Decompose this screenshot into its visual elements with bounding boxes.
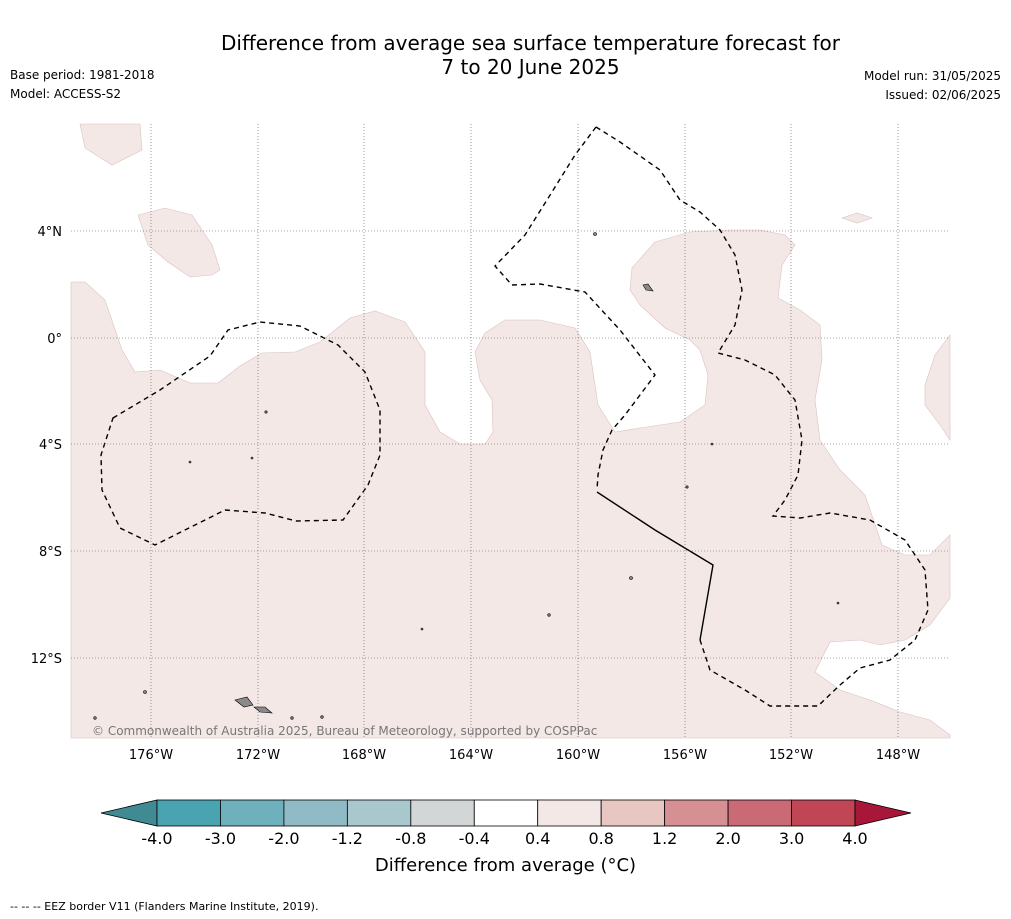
model-run: Model run: 31/05/2025 xyxy=(863,69,1001,83)
colorbar-tick-label: 2.0 xyxy=(715,829,740,848)
lat-label-4s: 4°S xyxy=(39,438,62,453)
eez-note: -- -- -- EEZ border V11 (Flanders Marine… xyxy=(10,900,319,913)
lon-label-168w: 168°W xyxy=(342,748,386,763)
lon-labels: 176°W 172°W 168°W 164°W 160°W 156°W 152°… xyxy=(129,748,920,763)
anomaly-fill xyxy=(70,123,951,739)
colorbar-tick-label: -0.8 xyxy=(395,829,426,848)
copyright-text: © Commonwealth of Australia 2025, Bureau… xyxy=(92,724,598,738)
colorbar-tick-label: 0.4 xyxy=(525,829,550,848)
lat-label-12s: 12°S xyxy=(31,652,62,667)
map-title: Difference from average sea surface temp… xyxy=(0,31,1011,79)
colorbar-segment xyxy=(346,799,412,827)
colorbar-segment xyxy=(727,799,792,827)
colorbar-segment xyxy=(220,799,285,827)
eez-borders xyxy=(100,126,929,707)
meta-right: Model run: 31/05/2025 Issued: 02/06/2025 xyxy=(864,67,1001,105)
lat-label-8s: 8°S xyxy=(39,545,62,560)
colorbar-segment xyxy=(156,799,221,827)
colorbar-tick-label: 1.2 xyxy=(652,829,677,848)
colorbar-tick-label: -1.2 xyxy=(332,829,363,848)
lon-label-156w: 156°W xyxy=(663,748,707,763)
islands xyxy=(93,232,840,720)
gridlines xyxy=(71,124,950,738)
colorbar-tick-label: -0.4 xyxy=(459,829,490,848)
colorbar-tick-label: -2.0 xyxy=(268,829,299,848)
eez-border-solid xyxy=(596,491,714,641)
colorbar-extend-low xyxy=(100,799,158,827)
colorbar: -4.0 -3.0 -2.0 -1.2 -0.8 -0.4 0.4 0.8 1.2 2.0 3.0 4… xyxy=(100,799,912,848)
colorbar-segment xyxy=(791,799,856,827)
colorbar-label: Difference from average (°C) xyxy=(374,855,637,876)
colorbar-segment xyxy=(664,799,729,827)
lon-label-160w: 160°W xyxy=(556,748,600,763)
meta-left: Base period: 1981-2018 Model: ACCESS-S2 xyxy=(10,66,155,104)
model-name: Model: ACCESS-S2 xyxy=(10,87,122,101)
colorbar-segment xyxy=(537,799,602,827)
title-line-2: 7 to 20 June 2025 xyxy=(441,55,620,79)
colorbar-tick-label: -3.0 xyxy=(205,829,236,848)
colorbar-extend-high xyxy=(854,799,912,827)
lon-label-152w: 152°W xyxy=(769,748,813,763)
colorbar-tick-label: -4.0 xyxy=(141,829,172,848)
lat-label-0: 0° xyxy=(47,332,62,347)
lon-label-176w: 176°W xyxy=(129,748,173,763)
issued-date: Issued: 02/06/2025 xyxy=(885,88,1001,102)
colorbar-tick-label: 3.0 xyxy=(779,829,804,848)
title-line-1: Difference from average sea surface temp… xyxy=(220,31,840,55)
colorbar-segment xyxy=(473,799,539,827)
lat-label-4n: 4°N xyxy=(38,225,63,240)
lon-label-164w: 164°W xyxy=(449,748,493,763)
base-period: Base period: 1981-2018 xyxy=(10,68,155,82)
colorbar-segment xyxy=(600,799,666,827)
colorbar-tick-label: 4.0 xyxy=(842,829,867,848)
colorbar-segment xyxy=(283,799,348,827)
colorbar-segment xyxy=(410,799,475,827)
colorbar-tick-label: 0.8 xyxy=(588,829,613,848)
lon-label-172w: 172°W xyxy=(236,748,280,763)
lat-labels: 4°N 0° 4°S 8°S 12°S xyxy=(31,225,62,667)
lon-label-148w: 148°W xyxy=(876,748,920,763)
